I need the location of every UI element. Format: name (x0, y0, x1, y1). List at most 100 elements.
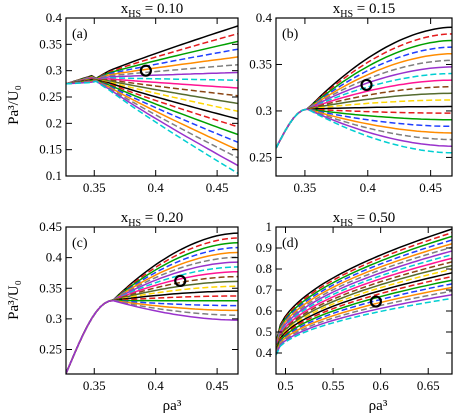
ylabel-top: Pa³/U₀ (6, 85, 22, 125)
series-line (276, 283, 452, 353)
x-tick-label: 0.45 (206, 180, 229, 195)
series-line (276, 108, 452, 149)
plot-frame (65, 17, 239, 177)
series-line (276, 275, 452, 352)
series-line (276, 228, 452, 343)
y-tick-label: 0.25 (39, 89, 62, 104)
y-tick-label: 0.3 (256, 103, 272, 118)
series-line (276, 290, 452, 355)
series-line (66, 79, 238, 128)
marker-circle (369, 295, 382, 308)
series-line (276, 92, 452, 149)
x-tick-label: 0.35 (83, 180, 106, 195)
y-tick-label: 0.3 (46, 311, 62, 326)
y-tick-label: 0.35 (39, 280, 62, 295)
series-line (66, 299, 238, 374)
x-tick-label: 0.45 (206, 378, 229, 393)
marker-circle (360, 78, 373, 92)
x-tick-label: 0.4 (148, 180, 165, 195)
panel-label: (a) (72, 27, 88, 42)
y-tick-label: 0.8 (256, 261, 272, 276)
marker-circle (174, 274, 187, 287)
panel-label: (b) (282, 27, 299, 42)
panel-1: 0.35 0.4 0.45 0.25 0.3 0.35 0.4 (b) xHS = 0.15 (249, 1, 453, 195)
x-tick-label: 0.35 (294, 180, 317, 195)
series-line (66, 299, 238, 374)
y-tick-label: 0.4 (256, 345, 273, 360)
plot-frame (275, 226, 453, 375)
xlabel-right: ρa³ (369, 398, 388, 414)
series-line (276, 46, 452, 149)
x-tick-label: 0.65 (417, 378, 440, 393)
series-line (66, 299, 238, 374)
x-tick-label: 0.4 (148, 378, 165, 393)
series-line (276, 242, 452, 346)
y-tick-label: 0.4 (46, 10, 63, 25)
x-tick-label: 0.4 (360, 180, 377, 195)
panel-0: 0.35 0.4 0.45 0.1 0.15 0.2 0.25 0.3 0.35 0.4 (a) xH… (39, 1, 239, 195)
y-tick-label: 0.25 (39, 342, 62, 357)
series-line (276, 235, 452, 344)
panel-title: xHS = 0.20 (121, 210, 184, 229)
series-line (276, 294, 452, 355)
series-line (66, 299, 238, 374)
panel-label: (c) (72, 236, 88, 251)
series-line (276, 85, 452, 149)
panel-title: xHS = 0.50 (333, 210, 396, 229)
y-tick-label: 0.4 (256, 10, 273, 25)
series-line (276, 286, 452, 354)
series-line (276, 279, 452, 353)
series-line (276, 253, 452, 348)
y-tick-label: 0.3 (46, 63, 62, 78)
series-line (276, 108, 452, 154)
panel-title: xHS = 0.10 (121, 1, 184, 20)
y-tick-label: 0.35 (39, 36, 62, 51)
plot-frame (275, 17, 453, 177)
series-line (66, 251, 238, 374)
panel-title: xHS = 0.15 (333, 1, 396, 20)
y-tick-label: 0.9 (256, 240, 272, 255)
series-line (276, 272, 452, 351)
series-line (276, 246, 452, 347)
panel-2: 0.35 0.4 0.45 0.25 0.3 0.35 0.4 0.45 (c) xHS = 0.… (39, 210, 239, 393)
x-tick-label: 0.55 (322, 378, 345, 393)
panels: 0.35 0.4 0.45 0.1 0.15 0.2 0.25 0.3 0.35 0.4 (a) xH… (39, 1, 453, 393)
y-tick-label: 0.35 (249, 56, 272, 71)
series-line (276, 297, 452, 356)
x-tick-label: 0.35 (83, 378, 106, 393)
series-group (276, 26, 452, 154)
y-tick-label: 0.25 (249, 149, 272, 164)
plot-frame (65, 226, 239, 375)
x-tick-label: 0.6 (373, 378, 390, 393)
series-line (66, 285, 238, 374)
y-tick-label: 0.1 (46, 168, 62, 183)
series-line (276, 261, 452, 349)
y-tick-label: 0.5 (256, 324, 272, 339)
x-tick-label: 0.5 (277, 378, 293, 393)
series-group (66, 25, 238, 175)
y-tick-label: 0.45 (39, 219, 62, 234)
panel-label: (d) (282, 236, 299, 251)
panel-3: 0.5 0.55 0.6 0.65 0.4 0.5 0.6 0.7 0.8 0.9 1 (d) xHS … (256, 210, 453, 393)
series-line (276, 264, 452, 350)
y-tick-label: 0.4 (46, 250, 63, 265)
series-line (66, 80, 238, 175)
series-line (66, 79, 238, 143)
xlabel-left: ρa³ (163, 398, 182, 414)
series-line (276, 239, 452, 345)
marker-circle (139, 64, 152, 77)
x-tick-label: 0.45 (419, 180, 442, 195)
y-tick-label: 0.7 (256, 282, 273, 297)
y-tick-label: 1 (266, 219, 273, 234)
series-group (276, 228, 452, 356)
series-line (276, 231, 452, 344)
series-line (276, 257, 452, 349)
series-line (66, 299, 238, 374)
series-group (66, 232, 238, 374)
series-line (276, 250, 452, 347)
series-line (66, 80, 238, 167)
series-line (276, 268, 452, 351)
y-tick-label: 0.6 (256, 303, 273, 318)
y-tick-label: 0.2 (46, 115, 62, 130)
